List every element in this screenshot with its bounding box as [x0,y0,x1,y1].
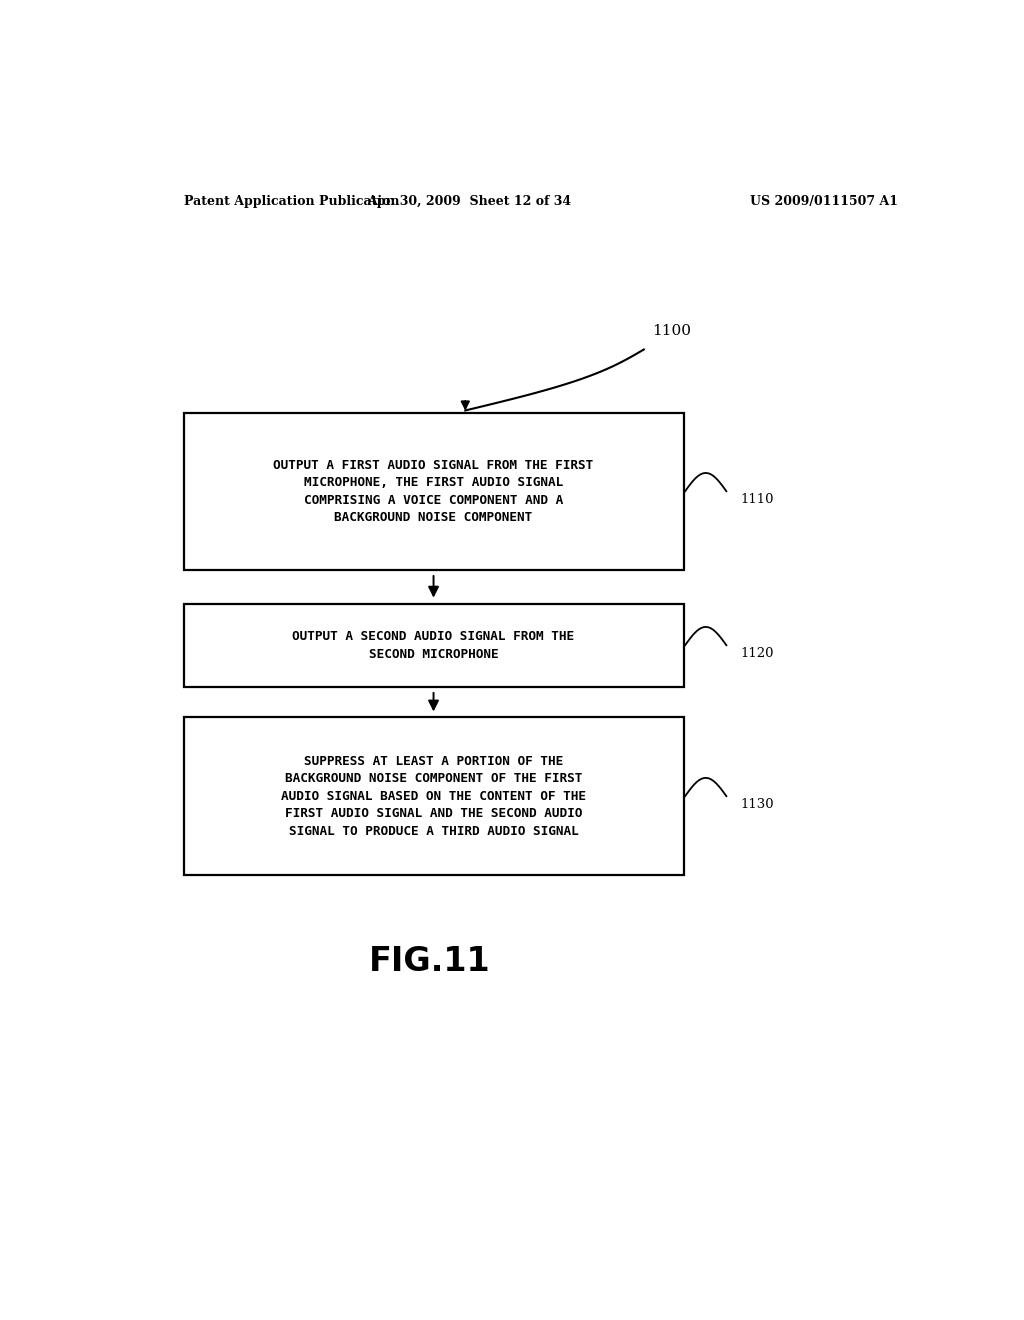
Text: 1110: 1110 [740,492,774,506]
Bar [183,718,684,875]
Text: OUTPUT A FIRST AUDIO SIGNAL FROM THE FIRST
MICROPHONE, THE FIRST AUDIO SIGNAL
CO: OUTPUT A FIRST AUDIO SIGNAL FROM THE FIR… [273,458,594,524]
Text: 1100: 1100 [652,325,691,338]
Text: Apr. 30, 2009  Sheet 12 of 34: Apr. 30, 2009 Sheet 12 of 34 [368,194,571,207]
Text: 1130: 1130 [740,797,774,810]
Text: Patent Application Publication: Patent Application Publication [183,194,399,207]
Text: 1120: 1120 [740,647,774,660]
Bar [183,603,684,686]
Bar [183,413,684,570]
Text: FIG.11: FIG.11 [369,945,490,978]
Text: OUTPUT A SECOND AUDIO SIGNAL FROM THE
SECOND MICROPHONE: OUTPUT A SECOND AUDIO SIGNAL FROM THE SE… [293,630,574,660]
Text: SUPPRESS AT LEAST A PORTION OF THE
BACKGROUND NOISE COMPONENT OF THE FIRST
AUDIO: SUPPRESS AT LEAST A PORTION OF THE BACKG… [281,755,586,838]
Text: US 2009/0111507 A1: US 2009/0111507 A1 [750,194,898,207]
